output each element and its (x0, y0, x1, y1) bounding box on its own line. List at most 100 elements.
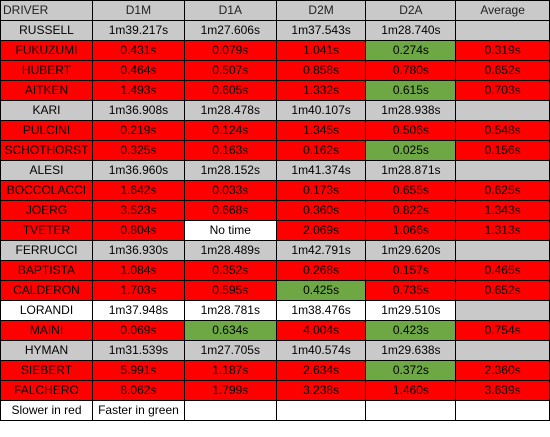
time-cell[interactable]: 1m39.217s (91, 20, 185, 41)
time-cell[interactable]: 0.703s (455, 80, 550, 101)
driver-name-cell[interactable]: JOERG (0, 200, 93, 221)
time-cell[interactable]: 0.423s (365, 320, 457, 341)
time-cell[interactable]: 1m37.948s (91, 300, 185, 321)
time-cell[interactable]: 0.372s (365, 360, 457, 381)
time-cell[interactable]: 0.625s (455, 180, 550, 201)
driver-name-cell[interactable]: SCHOTHORST (0, 140, 93, 161)
time-cell[interactable]: 1.187s (183, 360, 277, 381)
time-cell[interactable]: 1m29.510s (365, 300, 457, 321)
time-cell[interactable]: 1.313s (455, 220, 550, 241)
time-cell[interactable]: 0.668s (183, 200, 277, 221)
legend-faster[interactable]: Faster in green (91, 400, 185, 421)
time-cell[interactable]: 1m28.152s (183, 160, 277, 181)
time-cell[interactable]: 0.325s (91, 140, 185, 161)
time-cell[interactable]: 0.464s (91, 60, 185, 81)
time-cell[interactable]: 0.652s (455, 60, 550, 81)
time-cell[interactable]: 1m38.476s (275, 300, 367, 321)
time-cell[interactable]: 0.219s (91, 120, 185, 141)
time-cell[interactable]: 0.163s (183, 140, 277, 161)
time-cell[interactable]: 1m37.543s (275, 20, 367, 41)
time-cell[interactable]: 0.754s (455, 320, 550, 341)
time-cell[interactable]: 1.493s (91, 80, 185, 101)
driver-name-cell[interactable]: FUKUZUMI (0, 40, 93, 61)
time-cell[interactable]: 1.084s (91, 260, 185, 281)
header-d2a[interactable]: D2A (365, 0, 457, 21)
time-cell[interactable]: 1m36.930s (91, 240, 185, 261)
time-cell[interactable]: 5.991s (91, 360, 185, 381)
time-cell[interactable]: 1m28.489s (183, 240, 277, 261)
time-cell[interactable]: 0.352s (183, 260, 277, 281)
time-cell[interactable]: 1.343s (455, 200, 550, 221)
time-cell[interactable]: 1m27.606s (183, 20, 277, 41)
time-cell[interactable]: 1.642s (91, 180, 185, 201)
legend-slower[interactable]: Slower in red (0, 400, 93, 421)
time-cell[interactable]: 1m40.574s (275, 340, 367, 361)
header-d2m[interactable]: D2M (275, 0, 367, 21)
time-cell[interactable]: 0.268s (275, 260, 367, 281)
driver-name-cell[interactable]: RUSSELL (0, 20, 93, 41)
time-cell[interactable]: 0.655s (365, 180, 457, 201)
time-cell[interactable] (455, 340, 550, 361)
time-cell[interactable]: 3.639s (455, 380, 550, 401)
driver-name-cell[interactable]: LORANDI (0, 300, 93, 321)
driver-name-cell[interactable]: FERRUCCI (0, 240, 93, 261)
time-cell[interactable]: 0.858s (275, 60, 367, 81)
time-cell[interactable]: 0.069s (91, 320, 185, 341)
time-cell[interactable]: 0.595s (183, 280, 277, 301)
time-cell[interactable]: 0.033s (183, 180, 277, 201)
time-cell[interactable] (455, 240, 550, 261)
time-cell[interactable]: 1.332s (275, 80, 367, 101)
time-cell[interactable]: 1m28.478s (183, 100, 277, 121)
time-cell[interactable]: 0.079s (183, 40, 277, 61)
time-cell[interactable]: 0.319s (455, 40, 550, 61)
time-cell[interactable]: 1.460s (365, 380, 457, 401)
time-cell[interactable]: 1m36.960s (91, 160, 185, 181)
time-cell[interactable]: 0.548s (455, 120, 550, 141)
time-cell[interactable] (455, 100, 550, 121)
time-cell[interactable]: 0.157s (365, 260, 457, 281)
time-cell[interactable]: 1m28.938s (365, 100, 457, 121)
header-driver[interactable]: DRIVER (0, 0, 93, 21)
time-cell[interactable]: 1m42.791s (275, 240, 367, 261)
time-cell[interactable]: 0.507s (183, 60, 277, 81)
time-cell[interactable]: 0.634s (183, 320, 277, 341)
driver-name-cell[interactable]: BAPTISTA (0, 260, 93, 281)
time-cell[interactable]: 0.360s (275, 200, 367, 221)
time-cell[interactable]: 1m28.740s (365, 20, 457, 41)
time-cell[interactable]: 0.605s (183, 80, 277, 101)
time-cell[interactable]: 1m28.871s (365, 160, 457, 181)
time-cell[interactable]: 1.703s (91, 280, 185, 301)
time-cell[interactable]: 0.804s (91, 220, 185, 241)
driver-name-cell[interactable]: KARI (0, 100, 93, 121)
driver-name-cell[interactable]: MAINI (0, 320, 93, 341)
time-cell[interactable] (455, 160, 550, 181)
time-cell[interactable]: 0.025s (365, 140, 457, 161)
time-cell[interactable]: 4.004s (275, 320, 367, 341)
time-cell[interactable]: 0.822s (365, 200, 457, 221)
time-cell[interactable] (455, 300, 550, 321)
header-d1a[interactable]: D1A (183, 0, 277, 21)
time-cell[interactable]: 0.780s (365, 60, 457, 81)
driver-name-cell[interactable]: AITKEN (0, 80, 93, 101)
time-cell[interactable]: 2.360s (455, 360, 550, 381)
time-cell[interactable]: 0.735s (365, 280, 457, 301)
driver-name-cell[interactable]: CALDERON (0, 280, 93, 301)
time-cell[interactable]: 2.634s (275, 360, 367, 381)
time-cell[interactable]: 1m36.908s (91, 100, 185, 121)
driver-name-cell[interactable]: SIEBERT (0, 360, 93, 381)
driver-name-cell[interactable]: ALESI (0, 160, 93, 181)
time-cell[interactable]: 1m31.539s (91, 340, 185, 361)
time-cell[interactable]: 0.425s (275, 280, 367, 301)
time-cell[interactable]: 8.062s (91, 380, 185, 401)
driver-name-cell[interactable]: FALCHERO (0, 380, 93, 401)
time-cell[interactable]: 0.274s (365, 40, 457, 61)
time-cell[interactable]: 1m27.705s (183, 340, 277, 361)
time-cell[interactable]: 3.238s (275, 380, 367, 401)
time-cell[interactable]: 1m29.620s (365, 240, 457, 261)
time-cell[interactable]: 1.041s (275, 40, 367, 61)
driver-name-cell[interactable]: HYMAN (0, 340, 93, 361)
time-cell[interactable]: 0.615s (365, 80, 457, 101)
time-cell[interactable]: 1m29.638s (365, 340, 457, 361)
time-cell[interactable]: 1m40.107s (275, 100, 367, 121)
driver-name-cell[interactable]: PULCINI (0, 120, 93, 141)
